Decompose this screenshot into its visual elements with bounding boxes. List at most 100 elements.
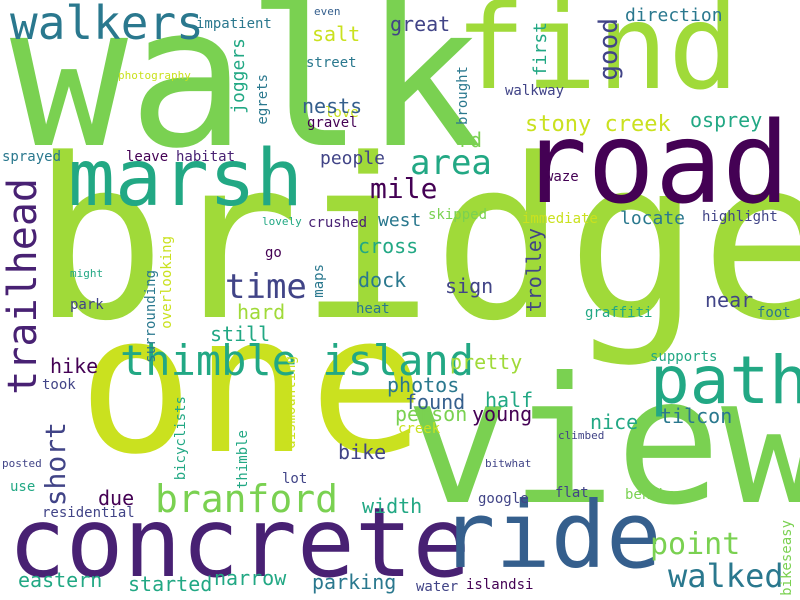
- word-short: short: [39, 422, 72, 507]
- word-nests: nests: [302, 94, 363, 118]
- word-time: time: [225, 267, 307, 307]
- word-due: due: [98, 486, 135, 510]
- word-width: width: [362, 494, 423, 518]
- word-eastern: eastern: [18, 568, 103, 592]
- word-creek: creek: [398, 421, 441, 437]
- word-narrow: narrow: [214, 566, 287, 590]
- word-walk: walk: [10, 0, 483, 192]
- word-locate: locate: [620, 208, 686, 229]
- word-overlooking: overlooking: [159, 236, 175, 329]
- word-benches: benches: [625, 487, 685, 503]
- word-mile: mile: [370, 172, 438, 205]
- word-skipped: skipped: [428, 207, 488, 223]
- word-gravel: gravel: [307, 115, 358, 131]
- word-found: found: [405, 390, 466, 414]
- word-egrets: egrets: [255, 74, 271, 125]
- word-parking: parking: [312, 570, 397, 594]
- word-near: near: [705, 288, 754, 312]
- word-view: view: [405, 341, 800, 544]
- word-hard: hard: [237, 300, 286, 324]
- word-cross: cross: [358, 234, 419, 258]
- word-direction: direction: [625, 5, 723, 26]
- word-posted: posted: [2, 457, 42, 470]
- word-walked: walked: [668, 557, 784, 595]
- word-took: took: [42, 377, 76, 393]
- word-walkers: walkers: [10, 0, 204, 50]
- word-immediate: immediate: [522, 211, 598, 227]
- word-great: great: [390, 12, 451, 36]
- word-first: first: [530, 22, 551, 77]
- word-thimble: thimble: [235, 430, 251, 490]
- word-residential: residential: [42, 505, 135, 521]
- word-climbed: climbed: [558, 429, 605, 442]
- word-flat: flat: [555, 485, 589, 501]
- word-path: path: [650, 342, 800, 419]
- word-rd: rd: [458, 128, 483, 152]
- word-find: find: [455, 0, 740, 116]
- word-nice: nice: [590, 410, 639, 434]
- word-park: park: [70, 297, 104, 313]
- word-sprayed: sprayed: [2, 149, 62, 165]
- word-islandsi: islandsi: [466, 577, 534, 593]
- word-road: road: [520, 99, 790, 229]
- word-even: even: [314, 5, 341, 18]
- word-bike: bike: [338, 440, 387, 464]
- word-love: love: [325, 105, 359, 121]
- word-tilcon: tilcon: [660, 404, 733, 428]
- word-branford: branford: [155, 477, 339, 521]
- word-salt: salt: [312, 22, 361, 46]
- word-good: good: [594, 18, 624, 81]
- word-young: young: [472, 402, 533, 426]
- word-people: people: [320, 148, 386, 169]
- word-graffiti: graffiti: [585, 305, 653, 321]
- word-ride: ride: [440, 482, 662, 589]
- word-started: started: [128, 572, 213, 596]
- word-surrounding: surrounding: [143, 270, 159, 363]
- word-pretty: pretty: [450, 350, 523, 374]
- word-might: might: [70, 267, 104, 280]
- word-person: person: [395, 402, 468, 426]
- word-highlight: highlight: [702, 209, 778, 225]
- word-water: water: [416, 579, 459, 595]
- word-bikeseasy: bikeseasy: [779, 520, 795, 596]
- word-bicyclists: bicyclists: [173, 396, 189, 481]
- word-habitat: habitat: [176, 149, 236, 165]
- word-joggers: joggers: [228, 38, 249, 114]
- word-photos: photos: [387, 373, 460, 397]
- word-point: point: [650, 527, 741, 562]
- word-half: half: [485, 388, 534, 412]
- word-maps: maps: [311, 264, 327, 298]
- word-use: use: [10, 479, 36, 495]
- word-stony-creek: stony creek: [525, 112, 671, 137]
- word-west: west: [378, 210, 422, 231]
- word-impatient: impatient: [196, 16, 272, 32]
- word-lot: lot: [282, 471, 308, 487]
- word-brought: brought: [455, 66, 471, 126]
- word-leave: leave: [126, 149, 169, 165]
- word-go: go: [265, 245, 282, 261]
- word-bridge: bridge: [32, 112, 800, 370]
- word-trolley: trolley: [522, 228, 546, 313]
- word-still: still: [210, 322, 271, 346]
- word-concrete: concrete: [8, 487, 471, 599]
- word-thimble-island: thimble island: [120, 336, 475, 385]
- word-walkway: walkway: [505, 83, 565, 99]
- word-bitwhat: bitwhat: [485, 457, 532, 470]
- word-photography: photography: [118, 69, 191, 82]
- word-area: area: [410, 143, 492, 183]
- word-osprey: osprey: [690, 108, 763, 132]
- word-dismounting: dismounting: [283, 356, 299, 449]
- word-trailhead: trailhead: [0, 178, 46, 395]
- word-waze: waze: [545, 169, 579, 185]
- word-supports: supports: [650, 349, 718, 365]
- word-sign: sign: [445, 274, 494, 298]
- word-lovely: lovely: [262, 215, 302, 228]
- word-heat: heat: [356, 301, 390, 317]
- word-marsh: marsh: [68, 134, 303, 224]
- word-one: one: [78, 274, 425, 497]
- word-google: google: [478, 491, 529, 507]
- word-crushed: crushed: [308, 215, 368, 231]
- word-dock: dock: [358, 268, 407, 292]
- word-hike: hike: [50, 354, 99, 378]
